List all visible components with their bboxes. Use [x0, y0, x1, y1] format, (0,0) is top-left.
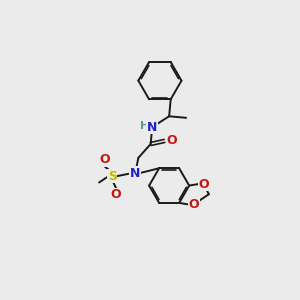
Text: N: N: [130, 167, 140, 180]
Text: S: S: [108, 170, 117, 183]
Text: N: N: [147, 121, 158, 134]
Text: O: O: [99, 153, 110, 166]
Text: O: O: [199, 178, 209, 190]
Text: O: O: [111, 188, 121, 201]
Text: O: O: [188, 198, 199, 211]
Text: O: O: [166, 134, 177, 147]
Text: H: H: [140, 121, 149, 130]
